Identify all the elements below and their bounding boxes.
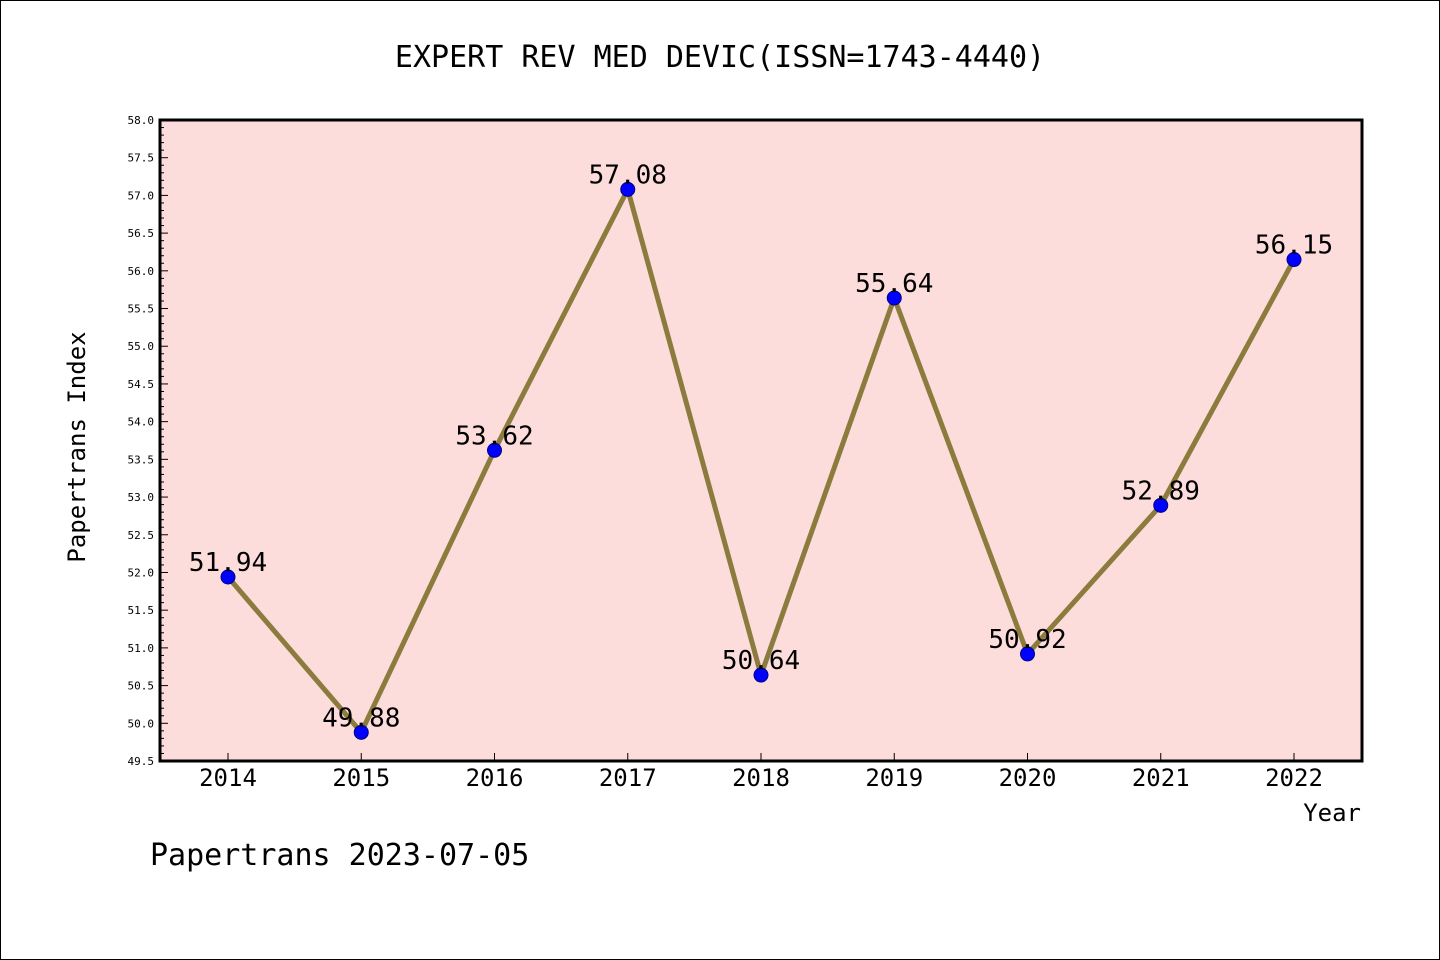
data-point	[220, 569, 236, 585]
y-tick-label: 52.0	[128, 566, 155, 579]
data-point	[353, 724, 369, 740]
y-tick-label: 51.5	[128, 604, 155, 617]
data-label: 49.88	[322, 703, 400, 733]
y-tick-label: 53.5	[128, 453, 155, 466]
y-tick-label: 49.5	[128, 755, 155, 768]
data-point	[1286, 252, 1302, 268]
data-point	[1020, 646, 1035, 662]
chart-title: EXPERT REV MED DEVIC(ISSN=1743-4440)	[395, 40, 1045, 75]
x-tick-label: 2014	[199, 764, 257, 792]
x-tick-label: 2020	[999, 764, 1057, 792]
data-label: 55.64	[855, 269, 933, 299]
data-label: 52.89	[1122, 476, 1200, 506]
x-axis: 2014 2015 2016 2017 2018 2019 2020 2021 2022	[199, 753, 1323, 792]
y-tick-label: 50.0	[128, 717, 155, 730]
footer-caption: Papertrans 2023-07-05	[150, 838, 529, 873]
data-labels-group: 51.94 49.88 53.62 57.08 50.64 55.64 50.92 52.89…	[189, 160, 1333, 733]
data-point	[886, 290, 902, 306]
y-tick-label: 50.5	[128, 680, 155, 693]
data-point	[1153, 497, 1169, 513]
y-tick-label: 54.0	[128, 416, 155, 429]
y-tick-label: 51.0	[128, 642, 155, 655]
y-tick-label: 57.5	[128, 152, 155, 165]
data-label: 50.64	[722, 646, 800, 676]
x-tick-label: 2022	[1265, 764, 1323, 792]
x-tick-label: 2021	[1132, 764, 1190, 792]
y-tick-label: 52.5	[128, 529, 155, 542]
x-axis-title: Year	[1303, 799, 1361, 827]
plot-area	[160, 120, 1362, 761]
y-tick-label: 56.5	[128, 227, 155, 240]
x-tick-label: 2019	[865, 764, 923, 792]
y-axis: 49.5 50.0 50.5 51.0 51.5 52.0 52.5 53.0 53.5 54.0…	[128, 114, 168, 768]
y-axis-title: Papertrans Index	[63, 331, 91, 562]
y-tick-label: 55.0	[128, 340, 155, 353]
y-tick-label: 53.0	[128, 491, 155, 504]
plot-frame	[158, 118, 1364, 763]
data-label: 57.08	[589, 160, 667, 190]
y-tick-label: 58.0	[128, 114, 155, 127]
data-label: 50.92	[988, 625, 1066, 655]
data-point	[620, 181, 636, 197]
data-label: 56.15	[1255, 231, 1333, 261]
x-tick-label: 2018	[732, 764, 790, 792]
y-tick-label: 56.0	[128, 265, 155, 278]
y-tick-label: 54.5	[128, 378, 155, 391]
data-label: 51.94	[189, 548, 267, 578]
series-group: 51.94 49.88 53.62 57.08 50.64 55.64 50.92 52.89…	[189, 160, 1333, 740]
data-label: 53.62	[455, 421, 533, 451]
data-point	[753, 667, 769, 683]
x-tick-label: 2016	[466, 764, 524, 792]
markers-group	[220, 181, 1302, 740]
x-tick-label: 2017	[599, 764, 657, 792]
y-tick-label: 55.5	[128, 303, 155, 316]
data-point	[487, 442, 502, 458]
y-tick-label: 57.0	[128, 189, 155, 202]
x-tick-label: 2015	[332, 764, 390, 792]
